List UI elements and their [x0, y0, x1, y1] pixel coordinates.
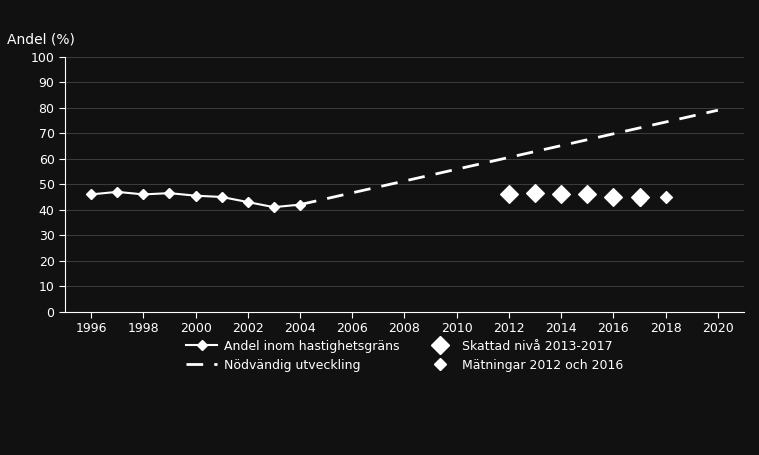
Point — [634, 196, 646, 203]
Legend: Andel inom hastighetsgräns, Nödvändig utveckling, Skattad nivå 2013-2017, Mätnin: Andel inom hastighetsgräns, Nödvändig ut… — [181, 335, 628, 377]
Text: Andel (%): Andel (%) — [8, 32, 75, 46]
Point — [581, 191, 594, 198]
Point — [529, 189, 541, 197]
Point — [503, 191, 515, 198]
Point — [555, 191, 567, 198]
Point — [634, 193, 646, 201]
Point — [607, 193, 619, 201]
Point — [660, 193, 672, 201]
